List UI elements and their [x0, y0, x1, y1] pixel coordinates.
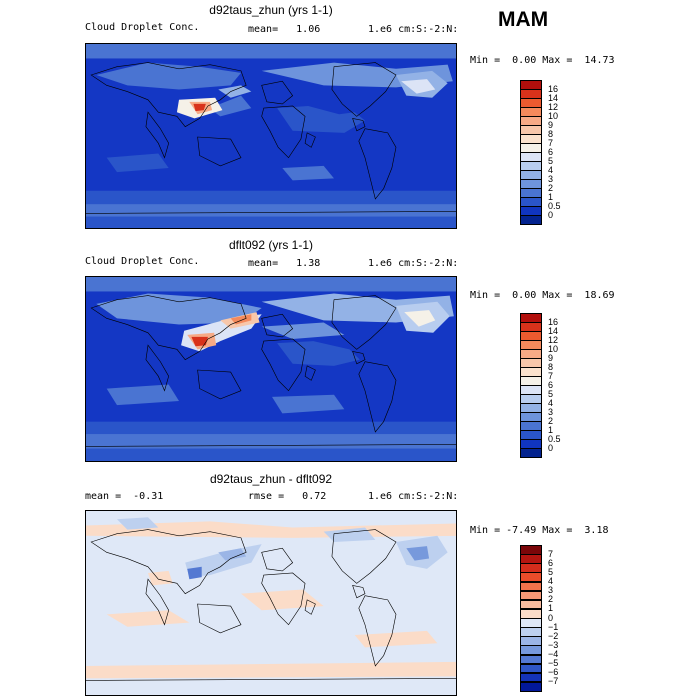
- colorbar-tick-label: 0: [548, 612, 554, 623]
- colorbar-tick-label: 14: [548, 92, 559, 103]
- colorbar-tick-label: 14: [548, 325, 559, 336]
- panel1-colorbar: 16 14 12 10 9 8 7 6 5 4 3 2 1 0.5 0: [520, 80, 561, 225]
- colorbar-tick-label: 2: [548, 594, 554, 605]
- colorbar-tick-label: 4: [548, 576, 554, 586]
- colorbar-tick-label: 2: [548, 182, 554, 193]
- panel2-min-value: 0.00: [512, 290, 537, 301]
- colorbar-tick-label: 2: [548, 415, 554, 426]
- panel2-max-value: 18.69: [584, 290, 615, 301]
- colorbar-swatch: [520, 448, 542, 458]
- panel1-min-prefix: Min =: [470, 55, 513, 66]
- colorbar-tick-label: 0: [548, 209, 554, 220]
- colorbar-tick-label: −1: [548, 621, 559, 632]
- panel1-max-prefix: Max =: [536, 55, 585, 66]
- panel2-title: dflt092 (yrs 1-1): [228, 238, 314, 252]
- panel1-map: [85, 43, 457, 229]
- colorbar-tick-label: 9: [548, 352, 554, 363]
- colorbar-tick-label: 3: [548, 173, 554, 184]
- colorbar-swatch: [520, 681, 542, 692]
- colorbar-tick-label: 5: [548, 388, 554, 399]
- colorbar-tick-label: 3: [548, 406, 554, 417]
- panel2-minmax: Min = 0.00 Max = 18.69: [470, 290, 615, 301]
- panel3-mean: mean = -0.31: [85, 491, 164, 502]
- panel3-title: d92taus_zhun - dflt092: [209, 472, 333, 486]
- colorbar-tick-label: 6: [548, 379, 554, 390]
- panel1-title: d92taus_zhun (yrs 1-1): [209, 3, 333, 17]
- season-label: MAM: [498, 8, 549, 31]
- colorbar-tick-label: 16: [548, 83, 559, 94]
- colorbar-tick-label: −6: [548, 667, 559, 678]
- panel3-minmax: Min = -7.49 Max = 3.18: [470, 525, 609, 536]
- panel2-units: 1.e6 cm:S:-2:N:: [368, 258, 459, 269]
- colorbar-tick-label: 8: [548, 361, 554, 372]
- colorbar-tick-label: −7: [548, 676, 559, 687]
- colorbar-tick-label: 5: [548, 566, 554, 577]
- panel3-max-value: 3.18: [584, 525, 609, 536]
- panel2-map: [85, 276, 457, 462]
- colorbar-tick-label: −5: [548, 658, 559, 669]
- panel3-min-value: -7.49: [506, 525, 537, 536]
- panel1-units: 1.e6 cm:S:-2:N:: [368, 24, 459, 35]
- colorbar-tick-label: 3: [548, 585, 554, 596]
- colorbar-tick-label: 7: [548, 548, 554, 559]
- colorbar-tick-label: 1: [548, 191, 554, 202]
- colorbar-tick-label: 9: [548, 119, 554, 130]
- panel3-rmse: rmse = 0.72: [248, 491, 327, 502]
- colorbar-tick-label: 4: [548, 397, 554, 408]
- panel3-map: [85, 510, 457, 696]
- colorbar-swatch: [520, 215, 542, 225]
- panel3-colorbar: 7 6 5 4 3 2 1 0 −1 −2 −3 −4 −5 −6 −7: [520, 545, 558, 692]
- colorbar-tick-label: 1: [548, 603, 554, 614]
- panel3-max-prefix: Max =: [536, 525, 585, 536]
- colorbar-tick-label: 0.5: [548, 433, 561, 444]
- colorbar-tick-label: 7: [548, 137, 554, 148]
- panel2-mean: mean= 1.38: [248, 258, 321, 269]
- colorbar-tick-label: 7: [548, 370, 554, 381]
- panel1-max-value: 14.73: [584, 55, 615, 66]
- colorbar-tick-label: 12: [548, 101, 559, 112]
- colorbar-tick-label: 0.5: [548, 200, 561, 211]
- panel3-units: 1.e6 cm:S:-2:N:: [368, 491, 459, 502]
- colorbar-tick-label: 10: [548, 110, 559, 121]
- panel2-colorbar: 16 14 12 10 9 8 7 6 5 4 3 2 1 0.5 0: [520, 313, 561, 458]
- colorbar-tick-label: 16: [548, 316, 559, 327]
- panel1-minmax: Min = 0.00 Max = 14.73: [470, 55, 615, 66]
- panel1-mean: mean= 1.06: [248, 24, 321, 35]
- panel2-max-prefix: Max =: [536, 290, 585, 301]
- panel2-field-label: Cloud Droplet Conc.: [85, 256, 200, 267]
- panel1-field-label: Cloud Droplet Conc.: [85, 22, 200, 33]
- colorbar-tick-label: −2: [548, 630, 559, 641]
- colorbar-tick-label: −4: [548, 649, 559, 659]
- colorbar-tick-label: 10: [548, 343, 559, 354]
- colorbar-tick-label: 8: [548, 128, 554, 139]
- panel2-min-prefix: Min =: [470, 290, 513, 301]
- colorbar-tick-label: −3: [548, 639, 559, 650]
- colorbar-tick-label: 1: [548, 424, 554, 435]
- colorbar-tick-label: 6: [548, 557, 554, 568]
- colorbar-tick-label: 6: [548, 146, 554, 157]
- panel1-min-value: 0.00: [512, 55, 537, 66]
- panel3-min-prefix: Min =: [470, 525, 507, 536]
- colorbar-tick-label: 4: [548, 164, 554, 175]
- colorbar-tick-label: 5: [548, 155, 554, 166]
- colorbar-tick-label: 0: [548, 442, 554, 453]
- colorbar-tick-label: 12: [548, 334, 559, 345]
